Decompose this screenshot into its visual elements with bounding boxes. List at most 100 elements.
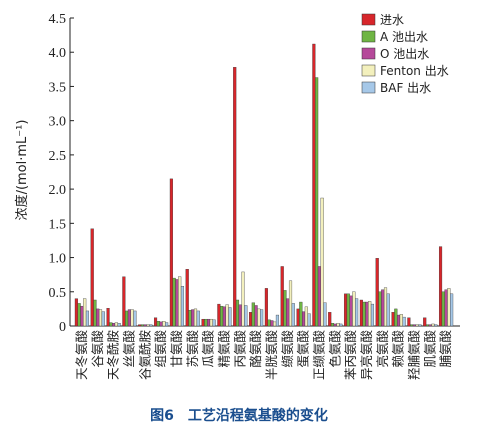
bar xyxy=(339,323,343,327)
y-tick-label: 1.0 xyxy=(49,252,67,267)
bar xyxy=(122,276,126,327)
legend: 进水 A 池出水 O 池出水 Fenton 出水 BAF 出水 xyxy=(361,13,449,95)
legend-label: BAF 出水 xyxy=(380,81,431,95)
x-tick-label: 半胱氨酸 xyxy=(264,330,279,381)
x-tick-label: 天冬酰胺 xyxy=(106,330,121,380)
bar xyxy=(330,323,335,327)
bar xyxy=(90,228,94,327)
bar xyxy=(207,318,211,327)
bar xyxy=(217,303,221,327)
bar xyxy=(299,301,303,327)
x-tick-label: 谷氨酸 xyxy=(90,330,105,368)
y-tick-label: 4.5 xyxy=(49,12,67,27)
bar xyxy=(109,322,113,327)
bar xyxy=(96,308,100,327)
bar xyxy=(444,289,448,327)
bar xyxy=(106,308,110,327)
x-tick-label: 亮氨酸 xyxy=(375,330,390,368)
bar xyxy=(415,324,419,327)
bar xyxy=(125,310,129,327)
x-tick-label: 苏氨酸 xyxy=(185,330,200,368)
bar xyxy=(362,301,366,327)
x-tick-label: 脯氨酸 xyxy=(438,330,453,368)
x-tick-label: 组氨酸 xyxy=(153,330,168,368)
legend-swatch xyxy=(361,13,376,26)
bar xyxy=(328,312,332,327)
bar xyxy=(251,302,255,327)
bar xyxy=(307,313,311,327)
bar xyxy=(74,298,78,327)
y-tick-label: 0.5 xyxy=(49,286,67,301)
bar xyxy=(244,305,248,327)
bar xyxy=(85,310,90,327)
bar xyxy=(114,322,118,327)
bar xyxy=(112,323,116,327)
bar xyxy=(381,289,385,327)
bar xyxy=(304,306,308,327)
x-tick-label: 瓜氨酸 xyxy=(201,330,216,368)
legend-swatch xyxy=(361,47,376,60)
bar xyxy=(418,324,422,327)
x-tick-label: 甘氨酸 xyxy=(169,330,184,368)
x-tick-label: 精氨酸 xyxy=(216,330,231,368)
x-tick-label: 异亮氨酸 xyxy=(359,330,374,381)
y-tick-label: 1.5 xyxy=(49,217,67,232)
bar xyxy=(275,314,280,327)
bar xyxy=(375,258,379,327)
y-tick-label: 4.0 xyxy=(49,46,67,61)
bar xyxy=(391,312,395,327)
bar xyxy=(386,293,390,327)
bar xyxy=(233,67,237,327)
bar xyxy=(193,308,198,327)
bar xyxy=(336,323,340,327)
bar xyxy=(438,246,443,327)
bar xyxy=(133,310,137,327)
bar xyxy=(248,312,253,327)
bar xyxy=(383,287,388,327)
bar xyxy=(149,324,153,327)
x-tick-label: 苯丙氨酸 xyxy=(343,330,358,381)
bar xyxy=(159,321,163,327)
bar xyxy=(235,299,240,327)
bar xyxy=(428,324,432,327)
bar xyxy=(222,306,226,327)
x-tick-label: 赖氨酸 xyxy=(391,330,406,368)
legend-swatch xyxy=(361,64,376,77)
bar xyxy=(431,323,435,327)
y-tick-label: 3.0 xyxy=(49,115,67,130)
legend-label: A 池出水 xyxy=(380,30,428,44)
bar xyxy=(423,317,427,327)
legend-swatch xyxy=(361,81,376,94)
plot-area: 0 0.5 1.0 1.5 2.0 2.5 3.0 3.5 4.0 4.5 天冬氨酸 谷氨酸 天冬酰胺丝… xyxy=(49,12,460,381)
bar xyxy=(172,277,176,327)
bar xyxy=(101,311,105,327)
bar xyxy=(264,288,268,327)
bar xyxy=(180,286,185,327)
bar xyxy=(138,324,142,327)
bar xyxy=(283,290,287,327)
x-tick-label: 丝氨酸 xyxy=(121,330,136,368)
bar xyxy=(185,269,189,327)
bar xyxy=(162,321,166,327)
bar xyxy=(80,305,84,327)
bar xyxy=(196,310,200,327)
bar xyxy=(333,323,337,327)
bar xyxy=(127,309,131,327)
y-tick-label: 2.0 xyxy=(49,183,67,198)
bar xyxy=(254,305,258,327)
bar xyxy=(343,293,348,327)
x-tick-label: 羟脯氨酸 xyxy=(406,330,421,381)
bar xyxy=(209,318,213,327)
bar xyxy=(365,301,369,327)
bar xyxy=(140,324,145,327)
bar xyxy=(407,317,411,327)
legend-swatch xyxy=(361,30,376,43)
bar xyxy=(320,197,324,327)
figure-caption: 图6 工艺沿程氨基酸的变化 xyxy=(150,407,328,424)
bar xyxy=(368,301,372,327)
bar xyxy=(349,295,353,327)
bar xyxy=(267,319,271,327)
bar xyxy=(370,303,375,327)
bar xyxy=(228,307,232,327)
